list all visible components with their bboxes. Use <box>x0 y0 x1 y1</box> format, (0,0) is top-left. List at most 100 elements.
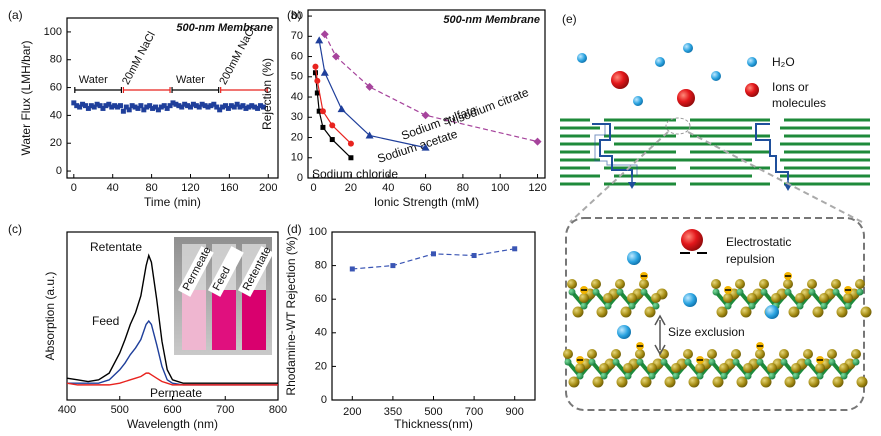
atom-chalcogen <box>767 363 777 373</box>
marker <box>167 103 173 109</box>
marker <box>155 107 161 113</box>
atom-chalcogen <box>707 349 717 359</box>
y-tick-label: 20 <box>291 131 303 143</box>
y-tick-label: 80 <box>315 260 327 272</box>
marker <box>249 103 255 109</box>
marker <box>129 103 135 109</box>
marker <box>187 104 193 110</box>
atom-chalcogen <box>855 279 865 289</box>
y-axis-label: Absorption (a.u.) <box>43 272 57 361</box>
marker <box>243 105 249 111</box>
atom-chalcogen <box>640 376 652 388</box>
series-label: Retentate <box>90 240 142 254</box>
marker <box>231 104 237 110</box>
atom-chalcogen <box>832 376 844 388</box>
marker <box>329 122 336 129</box>
marker <box>214 104 220 110</box>
phase-bracket <box>171 87 220 93</box>
series-line <box>66 253 278 384</box>
atom-chalcogen <box>592 376 604 388</box>
x-tick-label: 80 <box>457 182 469 194</box>
marker <box>260 104 266 110</box>
marker <box>132 104 138 110</box>
y-tick-label: 80 <box>291 10 303 22</box>
atom-chalcogen <box>788 306 800 318</box>
marker <box>120 108 126 114</box>
marker <box>431 251 436 257</box>
label-size-exclusion: Size exclusion <box>668 325 745 339</box>
marker <box>320 68 329 76</box>
atom-metal <box>748 302 756 310</box>
atom-metal <box>588 358 596 366</box>
marker <box>176 103 182 109</box>
legend-water: H₂O <box>772 55 795 69</box>
marker <box>314 77 321 84</box>
atom-metal <box>568 288 576 296</box>
marker <box>252 104 258 110</box>
marker <box>329 137 335 143</box>
atom-chalcogen <box>644 306 656 318</box>
atom-metal <box>832 288 840 296</box>
marker <box>152 104 158 110</box>
marker <box>164 105 170 111</box>
atom-metal <box>820 302 828 310</box>
atom-chalcogen <box>596 306 608 318</box>
atom-chalcogen <box>635 349 645 359</box>
atom-chalcogen <box>611 349 621 359</box>
atom-metal <box>576 372 584 380</box>
atom-chalcogen <box>759 279 769 289</box>
atom-chalcogen <box>647 363 657 373</box>
y-tick-label: 30 <box>291 111 303 123</box>
x-tick-label: 700 <box>216 404 234 416</box>
marker <box>365 131 374 139</box>
annotation: 500-nm Membrane <box>176 22 273 34</box>
atom-chalcogen <box>587 349 597 359</box>
marker <box>471 253 477 259</box>
marker <box>365 82 374 91</box>
marker <box>314 90 320 96</box>
phase-bracket <box>220 87 268 93</box>
atom-chalcogen <box>615 279 625 289</box>
series-label: Feed <box>92 314 119 328</box>
marker <box>100 105 106 111</box>
marker <box>228 103 234 109</box>
x-tick-label: 80 <box>145 182 157 194</box>
y-tick-label: 20 <box>50 137 62 149</box>
marker <box>199 101 205 107</box>
x-tick-label: 160 <box>220 182 238 194</box>
atom-metal <box>640 288 648 296</box>
atom-chalcogen <box>755 349 765 359</box>
marker <box>141 107 147 113</box>
atom-chalcogen <box>735 279 745 289</box>
y-tick-label: 80 <box>50 54 62 66</box>
y-tick-label: 40 <box>291 91 303 103</box>
atom-chalcogen <box>671 363 681 373</box>
inset-label-bg <box>207 246 244 297</box>
y-tick-label: 60 <box>315 293 327 305</box>
atom-chalcogen <box>623 363 633 373</box>
atom-chalcogen <box>683 349 693 359</box>
series-label: Trisodium citrate <box>443 85 531 130</box>
x-tick-label: 0 <box>71 182 77 194</box>
marker <box>147 103 153 109</box>
atom-chalcogen <box>803 349 813 359</box>
atom-metal <box>580 302 588 310</box>
atom-chalcogen <box>831 279 841 289</box>
x-tick-label: 60 <box>419 182 431 194</box>
atom-chalcogen <box>843 293 853 303</box>
x-axis-label: Thickness(nm) <box>394 417 473 431</box>
atom-chalcogen <box>712 376 724 388</box>
marker <box>217 107 223 113</box>
atom-metal <box>652 302 660 310</box>
x-tick-label: 350 <box>384 406 402 418</box>
series-line <box>324 34 538 143</box>
marker <box>319 108 326 115</box>
marker <box>109 104 115 110</box>
atom-chalcogen <box>716 306 728 318</box>
marker <box>126 107 132 113</box>
label-repulsion: Electrostatic <box>726 235 791 249</box>
x-tick-label: 500 <box>111 404 129 416</box>
atom-chalcogen <box>827 349 837 359</box>
inset-label-bg <box>177 246 214 297</box>
atom-metal <box>672 372 680 380</box>
